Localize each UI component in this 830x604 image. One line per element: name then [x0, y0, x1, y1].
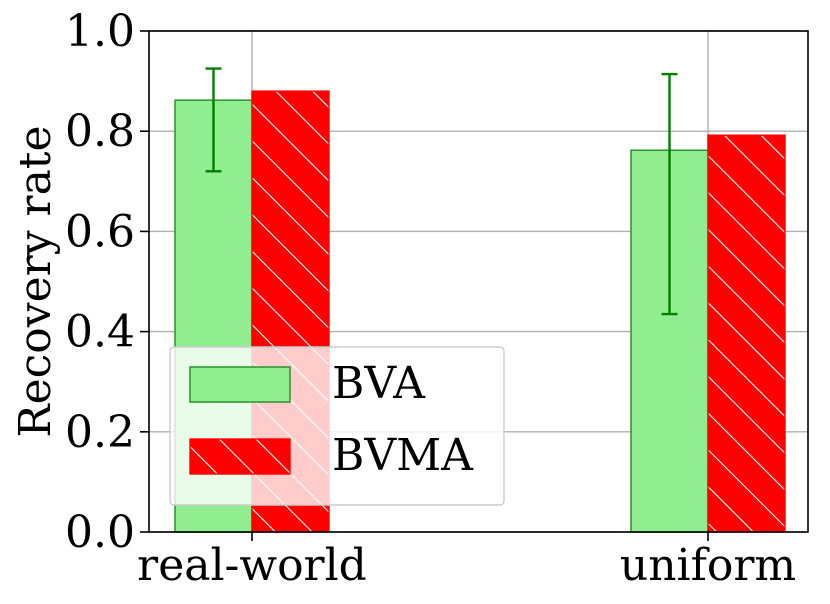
y-tick-label: 0.6 — [65, 206, 135, 257]
legend-swatch-bva — [189, 366, 291, 403]
error-bars-layer — [205, 67, 678, 316]
x-tick-label: real-world — [137, 540, 367, 591]
legend-swatch-bvma — [189, 438, 291, 475]
y-tick-label: 0.8 — [65, 106, 135, 157]
legend-label-bvma: BVMA — [332, 430, 474, 481]
y-axis-label: Recovery rate — [10, 125, 61, 437]
legend: BVA BVMA — [169, 346, 505, 506]
plot-frame — [148, 30, 809, 533]
x-tick-label: uniform — [620, 540, 796, 591]
y-tick-label: 0.4 — [65, 307, 135, 358]
legend-label-bva: BVA — [332, 358, 426, 409]
bar-bvma — [707, 134, 786, 533]
y-tick-label: 0.2 — [65, 407, 135, 458]
ticks-layer: 0.0 0.2 0.4 0.6 0.8 1.0 real-world uniform — [65, 6, 796, 591]
y-tick-label: 1.0 — [65, 6, 135, 57]
y-tick-label: 0.0 — [65, 507, 135, 558]
